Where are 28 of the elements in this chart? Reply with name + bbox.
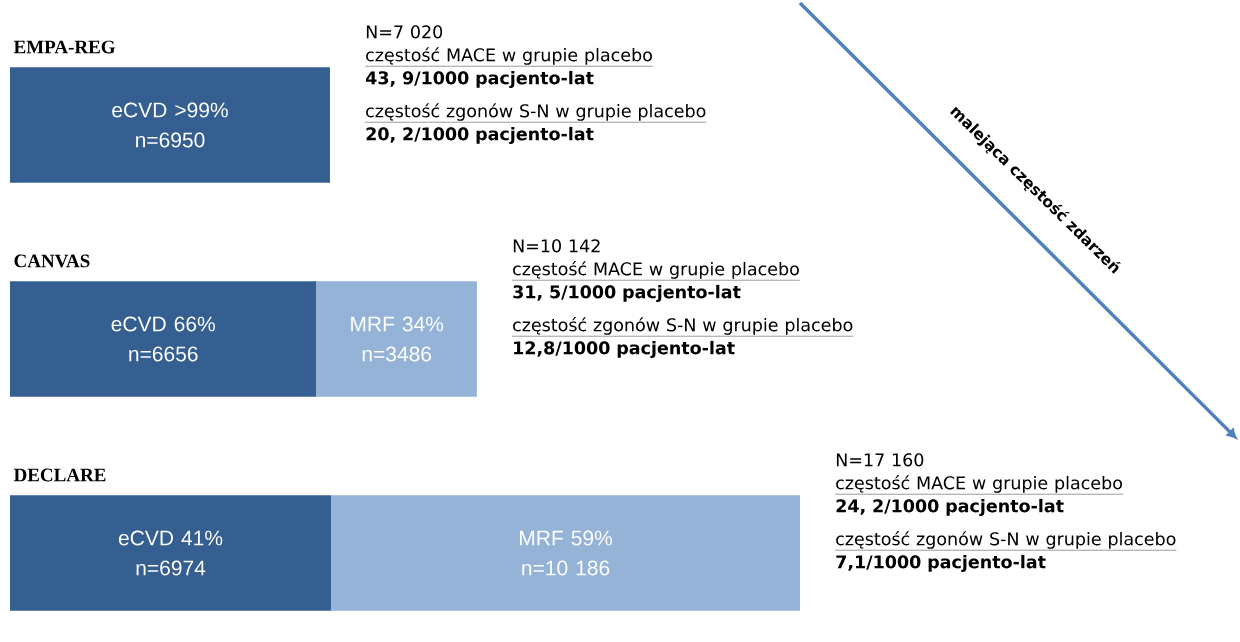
annotation: 12,8/1000 pacjento-lat: [514, 340, 735, 358]
annotation: częstość MACE w grupie placebo: [366, 47, 652, 65]
text: 7,1/1000 pacjento-lat: [836, 554, 1046, 572]
data-label: MRF 34% n=3486: [351, 316, 444, 362]
annotation: częstość zgonów S-N w grupie placebo: [366, 103, 706, 121]
bar: [10, 281, 317, 397]
annotation: 43, 9/1000 pacjento-lat: [365, 70, 594, 88]
annotation: 31, 5/1000 pacjento-lat: [513, 284, 741, 302]
text: N=17 160: [836, 453, 924, 467]
text: 24, 2/1000 pacjento-lat: [836, 498, 1064, 516]
annotation: częstość MACE w grupie placebo: [513, 261, 799, 279]
annotation: częstość zgonów S-N w grupie placebo: [513, 317, 853, 335]
text: częstość zgonów S-N w grupie placebo: [836, 531, 1176, 549]
annotation: 20, 2/1000 pacjento-lat: [366, 126, 594, 144]
data-label: eCVD 41% n=6974: [118, 530, 223, 576]
y-tick-label: CANVAS: [14, 254, 90, 268]
bar: [10, 495, 332, 611]
data-label: eCVD 66% n=6656: [111, 316, 215, 362]
bar: [10, 67, 330, 183]
bar: [331, 495, 800, 611]
data-label: MRF 59% n=10 186: [520, 530, 613, 576]
text: częstość MACE w grupie placebo: [836, 475, 1122, 493]
data-label: eCVD >99% n=6950: [112, 102, 228, 148]
y-tick-label: DECLARE: [13, 468, 106, 482]
bar: [316, 281, 477, 397]
y-tick-label: EMPA-REG: [13, 40, 116, 54]
annotation: N=7 020: [366, 25, 443, 39]
annotation: N=10 142: [513, 239, 600, 253]
